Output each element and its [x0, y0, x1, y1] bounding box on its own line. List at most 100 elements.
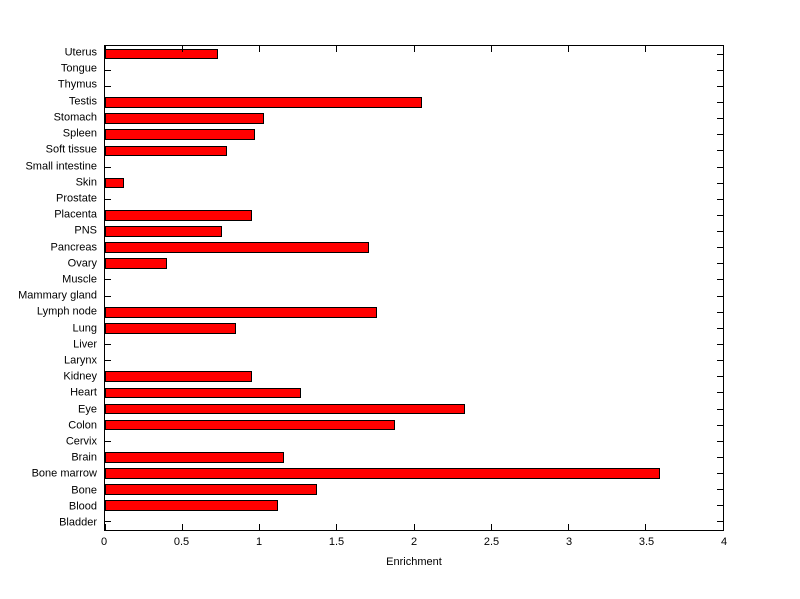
bar — [105, 468, 660, 479]
bar — [105, 48, 218, 60]
bar — [105, 129, 255, 141]
x-tick-mark — [568, 46, 569, 52]
y-tick-label: Small intestine — [25, 160, 97, 172]
x-tick-label: 1.5 — [328, 536, 345, 548]
y-tick-label: Colon — [68, 419, 97, 432]
y-tick-label: Uterus — [64, 46, 97, 59]
y-tick-mark — [717, 85, 723, 87]
y-tick-mark — [717, 505, 723, 507]
y-tick-mark — [717, 327, 723, 329]
x-tick-label: 4 — [720, 536, 728, 548]
y-tick-mark — [717, 118, 723, 120]
y-tick-mark — [717, 424, 723, 426]
y-tick-mark — [717, 456, 723, 458]
y-tick-label: Soft tissue — [45, 143, 97, 156]
y-tick-mark — [105, 295, 111, 297]
x-tick-mark — [336, 46, 338, 52]
x-tick-mark — [645, 524, 647, 530]
x-tick-label: 0 — [100, 536, 108, 548]
y-tick-mark — [105, 85, 111, 87]
y-tick-mark — [717, 134, 723, 136]
y-tick-label: Bladder — [59, 516, 97, 529]
y-tick-mark — [717, 69, 723, 71]
bar — [105, 145, 228, 157]
y-tick-label: Heart — [70, 386, 97, 399]
y-tick-mark — [105, 440, 111, 442]
y-axis-labels: Uterus Tongue Thymus Testis Stomach Spleen Sof… — [0, 45, 97, 531]
y-tick-label: Blood — [68, 500, 97, 513]
y-tick-label: Skin — [75, 176, 97, 189]
y-tick-mark — [717, 295, 723, 297]
y-tick-label: Brain — [71, 451, 97, 464]
y-tick-label: Spleen — [62, 127, 97, 140]
x-tick-mark — [336, 524, 338, 530]
y-tick-mark — [717, 166, 723, 168]
x-tick-mark — [645, 46, 647, 52]
x-tick-mark — [259, 46, 260, 52]
x-axis-title: Enrichment — [386, 556, 442, 568]
bar — [105, 371, 252, 383]
x-tick-label: 2 — [410, 536, 418, 548]
y-tick-label: Eye — [78, 403, 97, 415]
y-tick-mark — [717, 360, 723, 362]
y-tick-label: Muscle — [62, 273, 97, 286]
y-tick-label: Bone — [71, 484, 97, 496]
y-tick-label: Lung — [72, 322, 97, 334]
y-tick-mark — [717, 376, 723, 378]
y-tick-label: Stomach — [53, 111, 97, 124]
y-tick-label: Kidney — [63, 370, 97, 383]
x-tick-mark — [413, 46, 415, 52]
y-tick-mark — [717, 408, 723, 410]
bar — [105, 177, 124, 189]
y-tick-mark — [105, 360, 111, 362]
y-tick-label: Pancreas — [50, 241, 97, 253]
y-tick-mark — [105, 198, 111, 200]
bar — [105, 210, 252, 221]
y-tick-label: Lymph node — [36, 305, 97, 318]
bar — [105, 306, 377, 318]
x-tick-label: 0.5 — [173, 536, 190, 548]
y-tick-mark — [717, 343, 723, 345]
bar — [105, 484, 317, 495]
y-tick-label: Larynx — [63, 354, 97, 367]
x-tick-mark — [181, 46, 183, 52]
y-tick-mark — [717, 263, 723, 265]
y-tick-mark — [717, 489, 723, 491]
y-tick-mark — [717, 521, 723, 523]
y-tick-label: PNS — [74, 224, 97, 237]
bar — [105, 387, 302, 399]
bar — [105, 113, 265, 124]
x-tick-mark — [722, 46, 724, 52]
y-tick-label: Liver — [73, 338, 97, 351]
x-tick-mark — [722, 524, 724, 530]
y-tick-mark — [717, 182, 723, 184]
bar — [105, 323, 237, 334]
y-tick-mark — [105, 166, 111, 168]
y-tick-label: Prostate — [56, 192, 97, 205]
y-tick-mark — [105, 69, 111, 71]
x-tick-label: 2.5 — [483, 536, 500, 548]
x-axis-tick-labels: 0 0.5 1 1.5 2 2.5 3 3.5 4 — [100, 536, 728, 550]
x-tick-label: 3 — [565, 536, 573, 548]
y-tick-mark — [717, 198, 723, 200]
plot-area — [104, 45, 724, 531]
y-tick-mark — [717, 392, 723, 394]
x-tick-mark — [490, 524, 492, 530]
y-tick-mark — [717, 247, 723, 249]
bar — [105, 242, 370, 253]
y-tick-mark — [717, 53, 723, 55]
x-tick-label: 1 — [255, 536, 263, 548]
y-tick-label: Ovary — [67, 257, 97, 270]
bar — [105, 403, 465, 415]
y-tick-label: Bone marrow — [31, 467, 97, 480]
y-tick-mark — [717, 101, 723, 103]
y-tick-mark — [717, 231, 723, 233]
x-tick-mark — [568, 524, 569, 530]
y-tick-label: Placenta — [54, 208, 97, 221]
y-tick-mark — [717, 150, 723, 152]
y-tick-mark — [717, 279, 723, 281]
bar — [105, 419, 396, 431]
x-tick-mark — [490, 46, 492, 52]
y-tick-mark — [717, 473, 723, 475]
